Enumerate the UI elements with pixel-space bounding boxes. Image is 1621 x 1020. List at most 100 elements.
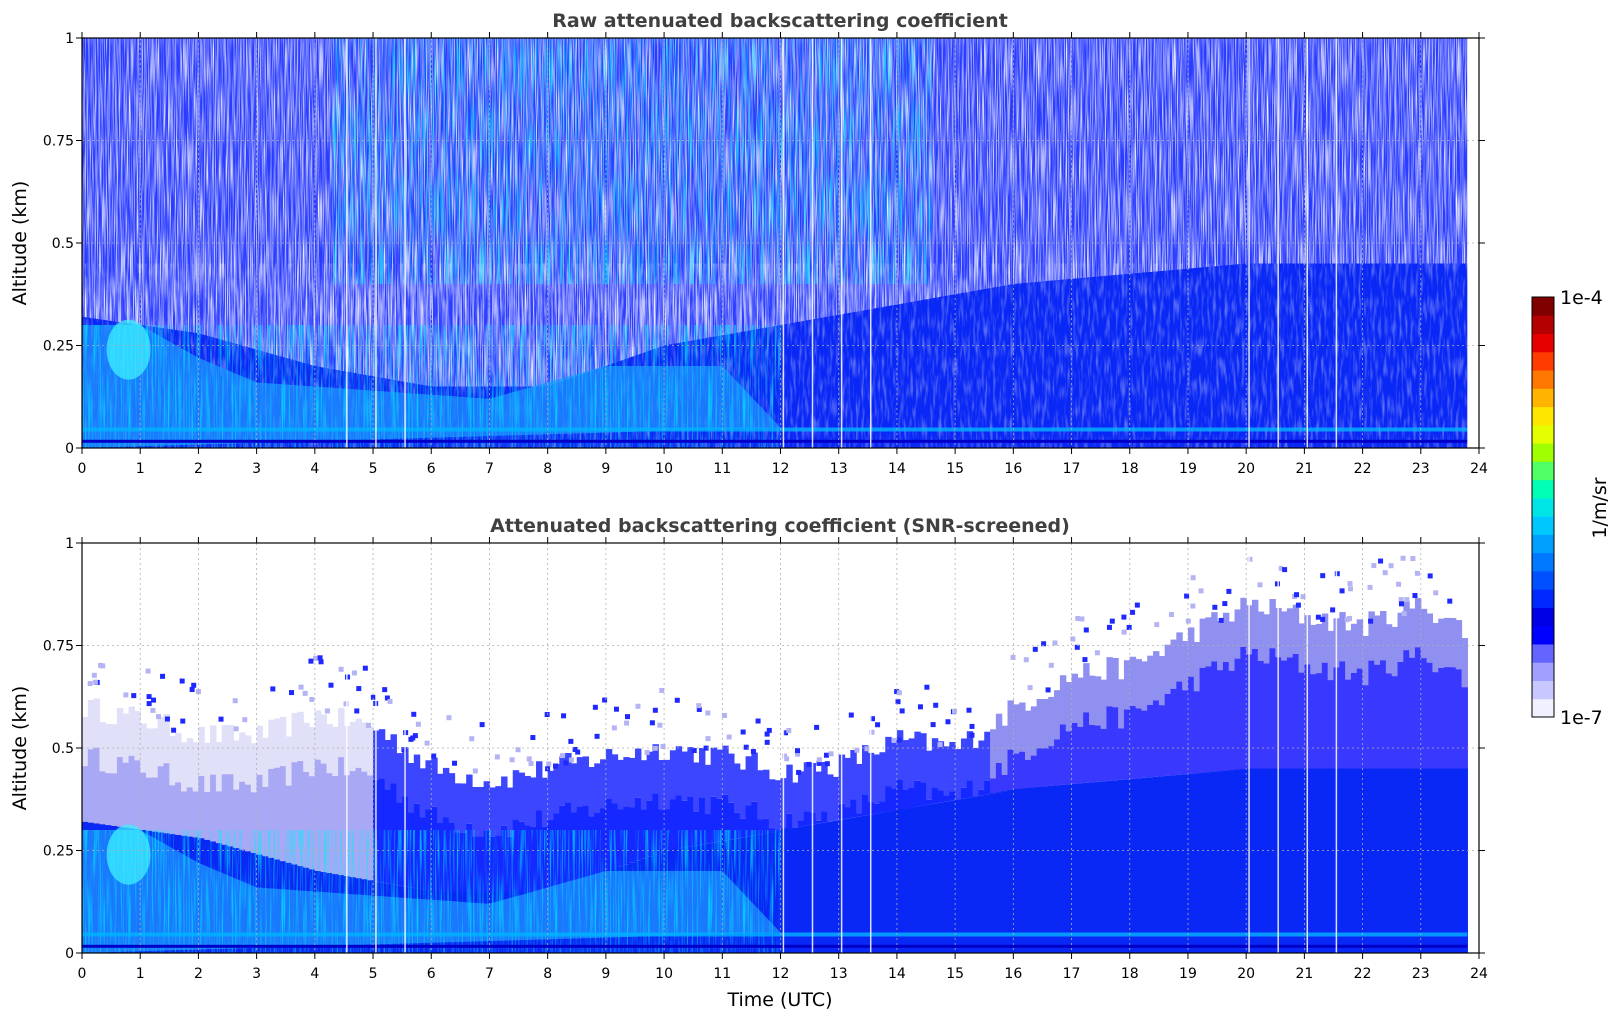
screened-speckle bbox=[233, 726, 239, 732]
screened-fringe-cell bbox=[675, 746, 683, 796]
screened-mid-cell bbox=[681, 800, 688, 848]
screened-bl-cell bbox=[891, 810, 898, 953]
screened-fringe-cell bbox=[1048, 696, 1055, 747]
screened-mid-cell bbox=[506, 836, 514, 892]
screened-fringe-cell bbox=[303, 722, 310, 773]
screened-mid-cell bbox=[1193, 691, 1201, 774]
screened-speckle bbox=[242, 717, 248, 723]
screened-fringe-cell bbox=[157, 717, 165, 767]
screened-bl-cell bbox=[1380, 768, 1387, 953]
panel-raw: 0 1 2 3 4 5 6 7 8 9 10 11 12 13 14 15 16 17 18 19 20 21 22 23 24… bbox=[43, 31, 1488, 477]
screened-bl-cell bbox=[1071, 783, 1078, 953]
screened-bl-cell bbox=[1065, 784, 1073, 953]
screened-fringe-cell bbox=[163, 713, 170, 764]
screened-speckle bbox=[1010, 654, 1016, 660]
screened-mid-cell bbox=[1432, 672, 1439, 769]
screened-mid-cell bbox=[728, 802, 735, 840]
screened-speckle bbox=[796, 769, 802, 775]
screened-fringe-cell bbox=[1339, 612, 1346, 662]
screened-mid-cell bbox=[920, 782, 927, 806]
x-tick-label: 6 bbox=[427, 461, 436, 477]
colorbar-cell bbox=[1532, 497, 1554, 517]
screened-fringe-cell bbox=[931, 738, 939, 788]
screened-mid-cell bbox=[501, 825, 508, 892]
screened-speckle bbox=[1388, 563, 1394, 569]
colorbar-cell bbox=[1532, 406, 1554, 426]
screened-bl-cell bbox=[1374, 768, 1381, 953]
screened-fringe-cell bbox=[1345, 630, 1352, 680]
screened-speckle bbox=[848, 712, 854, 718]
screened-fringe-cell bbox=[1380, 611, 1387, 661]
screened-speckle bbox=[1315, 614, 1321, 620]
screened-mid-cell bbox=[1036, 748, 1044, 787]
screened-speckle bbox=[764, 739, 770, 745]
screened-bl-cell bbox=[1432, 768, 1439, 953]
screened-fringe-cell bbox=[1001, 725, 1009, 775]
screened-fringe-cell bbox=[105, 723, 112, 774]
screened-mid-cell bbox=[600, 808, 607, 874]
screened-speckle bbox=[899, 708, 905, 714]
screened-mid-cell bbox=[1118, 728, 1125, 780]
screened-speckle bbox=[869, 716, 875, 722]
screened-bl-cell bbox=[949, 800, 956, 953]
screened-mid-cell bbox=[1380, 660, 1387, 769]
screened-bl-cell bbox=[1042, 786, 1049, 953]
grid-screened bbox=[82, 543, 1479, 953]
screened-speckle bbox=[92, 679, 98, 685]
screened-speckle bbox=[795, 748, 801, 754]
x-tick-label: 19 bbox=[1179, 461, 1197, 477]
colorbar-max-label: 1e-4 bbox=[1560, 287, 1603, 309]
screened-bl-cell bbox=[856, 816, 863, 953]
screened-speckle bbox=[969, 723, 975, 729]
screened-bl-cell bbox=[797, 826, 805, 953]
screened-mid-cell bbox=[1228, 670, 1236, 771]
screened-mid-cell bbox=[1170, 688, 1177, 776]
screened-bl-cell bbox=[1385, 768, 1393, 953]
screened-bl-cell bbox=[955, 799, 962, 953]
screened-fringe-cell bbox=[1089, 675, 1096, 725]
y-tick-label: 0 bbox=[65, 441, 74, 457]
x-tick-label: 0 bbox=[78, 966, 87, 982]
screened-speckle bbox=[1378, 558, 1384, 564]
screened-speckle bbox=[1320, 616, 1326, 622]
screened-bl-cell bbox=[792, 827, 799, 953]
screened-bl-cell bbox=[1077, 783, 1084, 953]
screened-fringe-cell bbox=[1438, 618, 1445, 668]
screened-speckle bbox=[740, 729, 746, 735]
screened-bl-cell bbox=[1059, 784, 1067, 953]
screened-speckle bbox=[472, 768, 478, 774]
screened-fringe-cell bbox=[407, 762, 415, 813]
x-tick-label: 11 bbox=[713, 461, 731, 477]
screened-mid-cell bbox=[198, 775, 205, 839]
screened-fringe-cell bbox=[792, 782, 799, 828]
screened-mid-cell bbox=[1024, 759, 1032, 788]
screened-fringe-cell bbox=[1019, 702, 1026, 752]
screened-speckle bbox=[446, 715, 452, 721]
screened-fringe-cell bbox=[1257, 611, 1265, 661]
screened-bl-cell bbox=[896, 809, 904, 953]
screened-mid-cell bbox=[140, 772, 147, 830]
screened-mid-cell bbox=[902, 789, 910, 809]
screened-speckle bbox=[509, 757, 515, 763]
screened-mid-cell bbox=[442, 817, 450, 892]
screened-mid-cell bbox=[774, 829, 782, 832]
screened-fringe-cell bbox=[739, 769, 747, 819]
screened-fringe-cell bbox=[1100, 679, 1108, 729]
screened-speckle bbox=[469, 736, 475, 742]
screened-mid-cell bbox=[111, 773, 118, 826]
screened-speckle bbox=[559, 753, 565, 759]
screened-speckle bbox=[806, 761, 812, 767]
screened-speckle bbox=[1185, 618, 1191, 624]
screened-mid-cell bbox=[227, 774, 234, 847]
screened-fringe-cell bbox=[180, 742, 188, 792]
screened-fringe-cell bbox=[175, 733, 182, 783]
x-tick-label: 19 bbox=[1179, 966, 1197, 982]
screened-speckle bbox=[343, 701, 349, 707]
screened-bl-cell bbox=[1123, 779, 1131, 953]
colorbar-cell bbox=[1532, 479, 1554, 499]
screened-mid-cell bbox=[82, 766, 89, 822]
screened-mid-cell bbox=[1123, 709, 1131, 780]
screened-mid-cell bbox=[926, 799, 933, 805]
screened-mid-cell bbox=[1164, 693, 1172, 776]
screened-mid-cell bbox=[1182, 690, 1189, 775]
